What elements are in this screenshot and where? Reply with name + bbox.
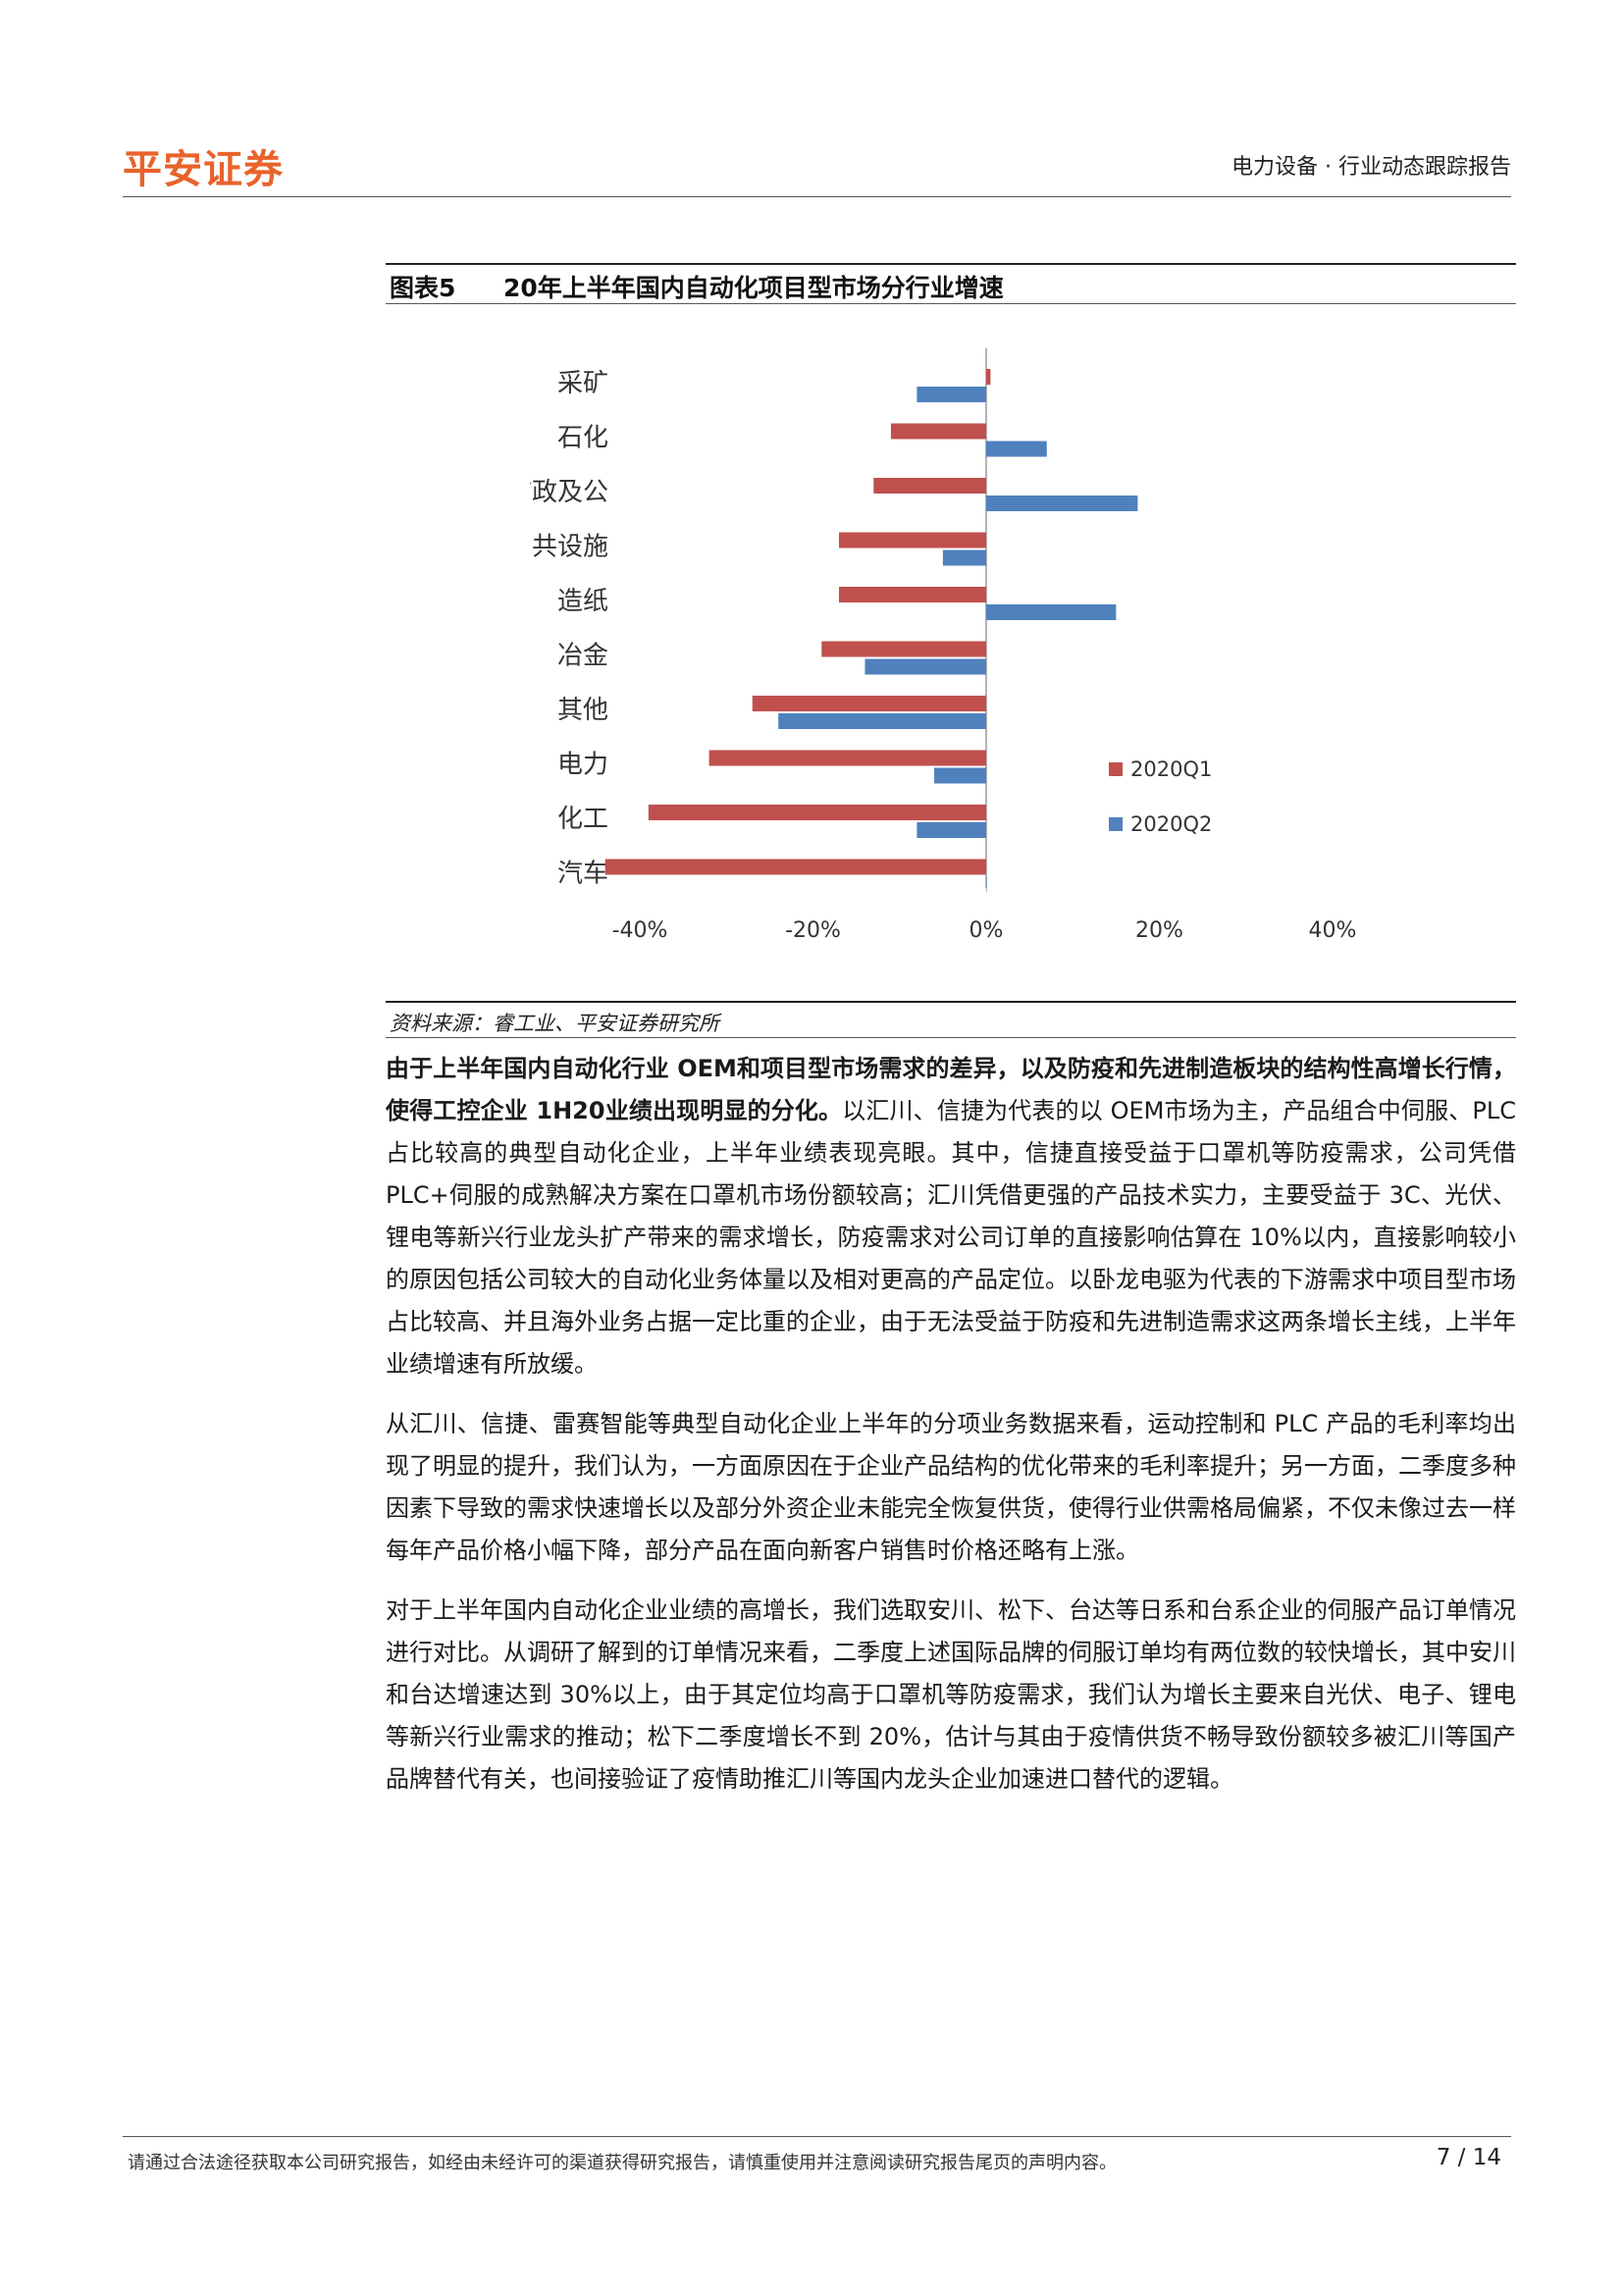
category-label: 共设施 [532, 533, 608, 562]
paragraph-3-text: 对于上半年国内自动化企业业绩的高增长，我们选取安川、松下、台达等日系和台系企业的… [386, 1596, 1516, 1793]
figure-source-bar: 资料来源：睿工业、平安证券研究所 [386, 1001, 1516, 1038]
bar-1 [604, 859, 986, 875]
figure-title: 20年上半年国内自动化项目型市场分行业增速 [503, 274, 1004, 302]
body-text: 由于上半年国内自动化行业 OEM和项目型市场需求的差异，以及防疫和先进制造板块的… [386, 1048, 1516, 1818]
bar-2 [917, 387, 986, 402]
bar-1 [752, 696, 986, 711]
legend-swatch [1109, 817, 1123, 831]
bar-2 [986, 496, 1138, 511]
bar-2 [864, 658, 986, 675]
x-tick-label: -40% [612, 918, 668, 943]
bar-chart: 采矿石化市政及公共设施造纸冶金其他电力化工汽车 -40% -20% 0% 20% 40% 2… [530, 348, 1357, 943]
bar-1 [838, 532, 986, 548]
paragraph-2: 从汇川、信捷、雷赛智能等典型自动化企业上半年的分项业务数据来看，运动控制和 PL… [386, 1403, 1516, 1572]
report-type: 电力设备 · 行业动态跟踪报告 [1231, 155, 1511, 180]
bar-2 [986, 441, 1047, 457]
footer-disclaimer: 请通过合法途径获取本公司研究报告，如经由未经许可的渠道获得研究报告，请慎重使用并… [128, 2153, 1117, 2173]
bar-2 [986, 604, 1117, 620]
category-label: 冶金 [557, 642, 608, 671]
category-label: 化工 [557, 805, 608, 834]
bar-2 [986, 876, 987, 893]
bar-1 [873, 478, 986, 494]
bar-2 [778, 713, 986, 729]
x-tick-label: -20% [785, 918, 841, 943]
footer-divider [123, 2136, 1511, 2137]
figure-title-bar: 图表5 20年上半年国内自动化项目型市场分行业增速 [386, 263, 1516, 304]
paragraph-2-text: 从汇川、信捷、雷赛智能等典型自动化企业上半年的分项业务数据来看，运动控制和 PL… [386, 1410, 1516, 1564]
bar-2 [934, 767, 986, 784]
legend-label: 2020Q2 [1130, 812, 1212, 836]
x-tick-label: 20% [1135, 918, 1183, 943]
bar-2 [942, 549, 986, 566]
paragraph-1-lead: 由于上半年国内自动化行业 OEM和项目型市场需求的差异，以及防疫和先进制造板块的… [386, 1055, 1516, 1124]
category-label: 造纸 [557, 587, 608, 616]
legend-swatch [1109, 762, 1123, 776]
header-divider [123, 196, 1511, 197]
bar-2 [917, 822, 986, 838]
category-label: 石化 [557, 424, 608, 453]
bar-1 [708, 750, 986, 766]
figure-source: 资料来源：睿工业、平安证券研究所 [390, 1012, 719, 1035]
category-label: 其他 [557, 696, 608, 725]
category-label: 市政及公 [530, 478, 608, 507]
paragraph-3: 对于上半年国内自动化企业业绩的高增长，我们选取安川、松下、台达等日系和台系企业的… [386, 1590, 1516, 1800]
bar-1 [986, 369, 991, 385]
bar-1 [821, 641, 986, 657]
x-tick-label: 40% [1309, 918, 1357, 943]
page-number: 7 / 14 [1436, 2145, 1501, 2170]
category-label: 采矿 [557, 369, 608, 398]
company-logo: 平安证券 [123, 147, 284, 192]
legend-label: 2020Q1 [1130, 757, 1212, 781]
bar-1 [648, 805, 986, 820]
bar-1 [890, 423, 986, 440]
category-label: 汽车 [557, 860, 608, 889]
figure-label: 图表5 [390, 274, 456, 302]
category-label: 电力 [557, 751, 608, 780]
paragraph-1: 由于上半年国内自动化行业 OEM和项目型市场需求的差异，以及防疫和先进制造板块的… [386, 1048, 1516, 1385]
paragraph-1-text: 以汇川、信捷为代表的以 OEM市场为主，产品组合中伺服、PLC 占比较高的典型自… [386, 1097, 1516, 1378]
bar-1 [838, 587, 986, 602]
x-tick-label: 0% [969, 918, 1004, 943]
